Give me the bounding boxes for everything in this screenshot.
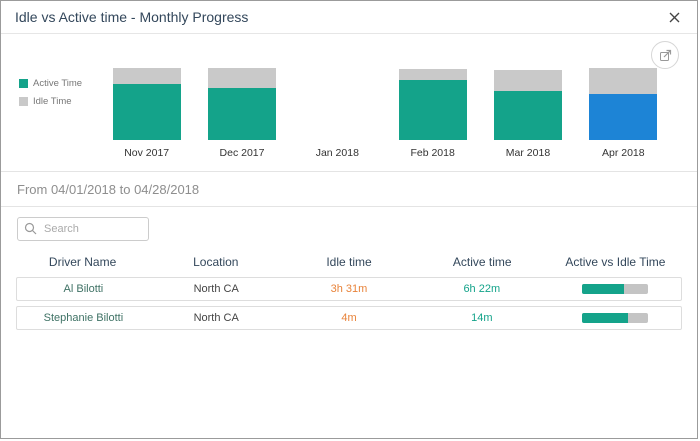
chart-section: Active Time Idle Time Nov 2017 Dec 2017 Ja… (1, 34, 697, 159)
bar-category-label: Nov 2017 (124, 147, 170, 159)
column-header-idle-time: Idle time (326, 255, 372, 269)
idle-bar-segment[interactable] (493, 70, 562, 91)
table-row[interactable]: Al Bilotti North CA 3h 31m 6h 22m (16, 277, 682, 301)
active-vs-idle-cell (548, 313, 681, 323)
column-header-active-time: Active time (452, 255, 512, 269)
active-bar-segment[interactable] (589, 94, 658, 140)
period-text: From 04/01/2018 to 04/28/2018 (17, 182, 200, 197)
search-input[interactable] (17, 217, 149, 241)
bar-stack (207, 64, 276, 140)
bar-category-label: Dec 2017 (219, 147, 265, 159)
bar-category-label: Feb 2018 (410, 147, 455, 159)
drivers-rows: Al Bilotti North CA 3h 31m 6h 22m Stephanie … (16, 277, 682, 330)
modal-header: Idle vs Active time - Monthly Progress (1, 1, 697, 34)
idle-time-cell: 3h 31m (330, 283, 368, 295)
search-icon (24, 222, 37, 235)
export-icon (659, 49, 671, 61)
chart-column: Dec 2017 (194, 64, 289, 159)
legend-swatch-active (19, 79, 28, 88)
active-vs-idle-bar-fill (581, 284, 624, 294)
column-header-driver-name: Driver Name (48, 255, 117, 269)
modal-title: Idle vs Active time - Monthly Progress (15, 9, 249, 25)
active-bar-segment[interactable] (398, 80, 467, 140)
table-header-row: Driver Name Location Idle time Active ti… (16, 249, 682, 277)
legend-swatch-idle (19, 97, 28, 106)
close-button[interactable] (665, 8, 683, 26)
driver-name-cell: Al Bilotti (63, 283, 104, 295)
divider (1, 171, 697, 172)
chart-column: Apr 2018 (576, 64, 671, 159)
bar-category-label: Apr 2018 (601, 147, 645, 159)
divider (1, 206, 697, 207)
location-cell: North CA (193, 283, 239, 295)
active-bar-segment[interactable] (207, 88, 276, 140)
chart-column: Nov 2017 (99, 64, 194, 159)
location-cell: North CA (193, 312, 239, 324)
bar-stack (398, 64, 467, 140)
column-header-active-vs-idle: Active vs Idle Time (565, 255, 666, 269)
active-vs-idle-bar (581, 313, 648, 323)
active-time-cell: 14m (471, 312, 493, 324)
bar-stack (589, 64, 658, 140)
active-vs-idle-bar-fill (581, 313, 628, 323)
active-time-cell: 6h 22m (463, 283, 501, 295)
chart-column: Jan 2018 (290, 64, 385, 159)
driver-name-cell: Stephanie Bilotti (43, 312, 124, 324)
table-row[interactable]: Stephanie Bilotti North CA 4m 14m (16, 306, 682, 330)
legend-item-idle[interactable]: Idle Time (19, 96, 99, 107)
legend-label-active: Active Time (33, 78, 83, 89)
bar-stack (303, 64, 371, 140)
bar-stack (493, 64, 562, 140)
drivers-table: Driver Name Location Idle time Active ti… (16, 249, 682, 330)
idle-time-cell: 4m (341, 312, 357, 324)
idle-bar-segment[interactable] (112, 68, 181, 84)
active-vs-idle-cell (548, 284, 681, 294)
active-bar-segment[interactable] (112, 84, 181, 140)
legend-label-idle: Idle Time (33, 96, 72, 107)
chart-legend: Active Time Idle Time (19, 64, 99, 159)
bar-stack (112, 64, 181, 140)
close-icon (669, 12, 679, 22)
idle-bar-segment[interactable] (207, 68, 276, 88)
idle-bar-segment[interactable] (589, 68, 658, 94)
chart-column: Feb 2018 (385, 64, 480, 159)
legend-item-active[interactable]: Active Time (19, 78, 99, 89)
search-box (17, 217, 149, 241)
export-button[interactable] (651, 41, 679, 69)
idle-bar-segment[interactable] (398, 69, 467, 80)
chart-column: Mar 2018 (480, 64, 575, 159)
chart-bars: Nov 2017 Dec 2017 Jan 2018 Feb 2018 Mar 2018… (99, 64, 671, 159)
bar-category-label: Mar 2018 (505, 147, 551, 159)
active-bar-segment[interactable] (493, 91, 562, 140)
active-vs-idle-bar (581, 284, 648, 294)
column-header-location: Location (193, 255, 239, 269)
bar-category-label: Jan 2018 (315, 147, 359, 159)
